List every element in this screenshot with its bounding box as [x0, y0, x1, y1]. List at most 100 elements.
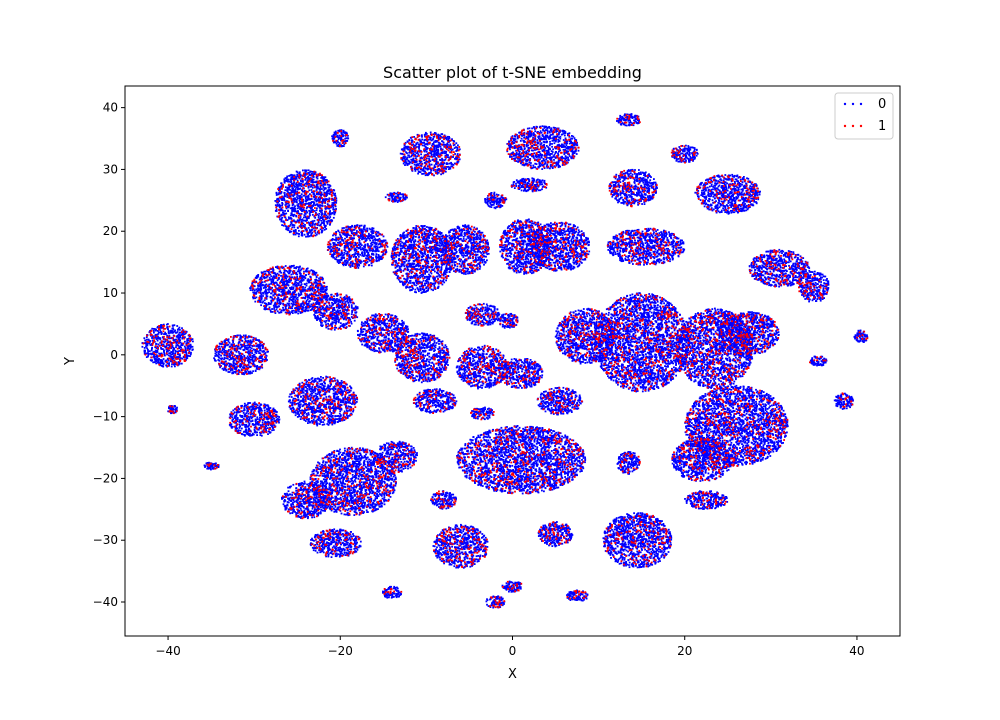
point-series-0: [232, 341, 234, 343]
point-series-0: [259, 352, 261, 354]
point-series-0: [179, 337, 181, 339]
point-series-0: [315, 272, 317, 274]
point-series-0: [218, 346, 220, 348]
point-series-0: [312, 214, 314, 216]
point-series-0: [309, 213, 311, 215]
point-series-0: [312, 224, 314, 226]
point-series-0: [291, 310, 293, 312]
point-series-0: [189, 348, 191, 350]
point-series-0: [297, 207, 299, 209]
point-series-0: [329, 184, 331, 186]
point-series-0: [325, 287, 327, 289]
point-series-0: [284, 200, 286, 202]
point-series-0: [257, 287, 259, 289]
point-series-0: [252, 370, 254, 372]
point-series-0: [256, 366, 258, 368]
point-series-0: [158, 359, 160, 361]
point-series-0: [339, 232, 341, 234]
point-series-0: [347, 313, 349, 315]
point-series-0: [249, 336, 251, 338]
point-series-0: [254, 431, 256, 433]
point-series-0: [218, 357, 220, 359]
point-series-0: [324, 229, 326, 231]
point-series-0: [369, 250, 371, 252]
point-series-0: [146, 339, 148, 341]
point-series-0: [316, 177, 318, 179]
point-series-0: [316, 295, 318, 297]
point-series-0: [321, 203, 323, 205]
point-series-0: [298, 269, 300, 271]
point-series-0: [170, 408, 172, 410]
point-series-0: [366, 251, 368, 253]
point-series-0: [343, 145, 345, 147]
point-series-0: [359, 225, 361, 227]
point-series-0: [296, 202, 298, 204]
point-series-0: [278, 278, 280, 280]
point-series-0: [268, 303, 270, 305]
point-series-0: [271, 297, 273, 299]
point-series-0: [357, 267, 359, 269]
point-series-0: [310, 181, 312, 183]
point-series-0: [293, 230, 295, 232]
point-series-0: [310, 203, 312, 205]
point-series-0: [324, 213, 326, 215]
point-series-0: [311, 269, 313, 271]
point-series-0: [182, 337, 184, 339]
point-series-0: [325, 317, 327, 319]
point-series-0: [259, 427, 261, 429]
point-series-0: [306, 268, 308, 270]
point-series-0: [356, 250, 358, 252]
point-series-0: [250, 289, 252, 291]
point-series-0: [226, 344, 228, 346]
point-series-0: [369, 235, 371, 237]
point-series-0: [306, 283, 308, 285]
point-series-0: [304, 179, 306, 181]
point-series-0: [288, 188, 290, 190]
point-series-0: [223, 354, 225, 356]
point-series-0: [254, 301, 256, 303]
point-series-0: [309, 229, 311, 231]
point-series-0: [302, 278, 304, 280]
point-series-0: [273, 429, 275, 431]
point-series-0: [278, 303, 280, 305]
point-series-0: [241, 356, 243, 358]
point-series-0: [331, 220, 333, 222]
point-series-0: [254, 290, 256, 292]
point-series-0: [324, 188, 326, 190]
point-series-0: [289, 305, 291, 307]
point-series-0: [287, 229, 289, 231]
point-series-0: [285, 265, 287, 267]
point-series-0: [191, 349, 193, 351]
point-series-0: [315, 274, 317, 276]
point-series-0: [260, 304, 262, 306]
point-series-0: [172, 325, 174, 327]
point-series-0: [290, 215, 292, 217]
point-series-0: [283, 220, 285, 222]
point-series-0: [244, 347, 246, 349]
point-series-0: [345, 253, 347, 255]
point-series-0: [339, 234, 341, 236]
point-series-0: [253, 292, 255, 294]
point-series-0: [238, 353, 240, 355]
point-series-0: [239, 424, 241, 426]
point-series-0: [300, 216, 302, 218]
point-series-0: [364, 225, 366, 227]
point-series-0: [343, 242, 345, 244]
point-series-0: [293, 219, 295, 221]
point-series-0: [347, 262, 349, 264]
point-series-0: [145, 346, 147, 348]
point-series-0: [312, 222, 314, 224]
point-series-0: [144, 350, 146, 352]
point-series-0: [271, 280, 273, 282]
point-series-0: [342, 240, 344, 242]
point-series-0: [337, 260, 339, 262]
point-series-0: [247, 404, 249, 406]
point-series-0: [246, 432, 248, 434]
point-series-0: [305, 183, 307, 185]
point-series-0: [377, 249, 379, 251]
point-series-0: [160, 347, 162, 349]
point-series-0: [224, 352, 226, 354]
point-series-0: [311, 173, 313, 175]
point-series-0: [318, 206, 320, 208]
point-series-0: [283, 225, 285, 227]
